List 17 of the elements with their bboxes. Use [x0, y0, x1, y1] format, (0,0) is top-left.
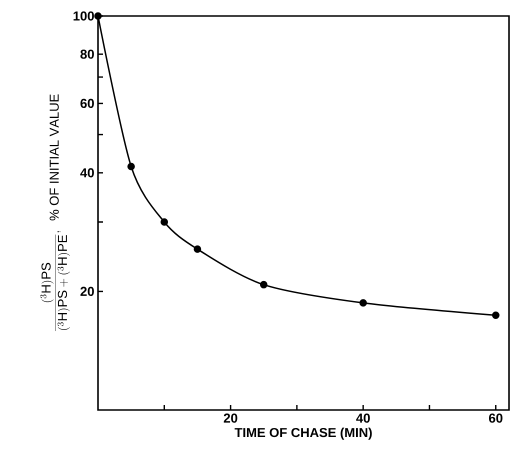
y-tick-label: 40 [80, 168, 94, 178]
x-axis-title: TIME OF CHASE (MIN) [234, 428, 372, 440]
point [160, 218, 168, 226]
point [94, 12, 102, 20]
y-tick-label: 60 [80, 98, 94, 108]
x-tick-label: 60 [488, 414, 502, 423]
point [194, 245, 202, 253]
y-axis-title: $\frac{(^{3}\mathsf{H})\mathsf{PS}}{(^{3}\mathsf{H})\mathsf{PS}+(^{3}\mathsf{H})\mathsf{PE}},\ \ \mathsf{\%\ OF\ INITIAL\ VALUE}$ [40, 94, 70, 332]
point [359, 299, 367, 307]
y-tick-label: 80 [80, 50, 94, 59]
point [260, 280, 268, 288]
point [127, 162, 135, 170]
point [492, 311, 500, 319]
y-tick-label: 20 [80, 286, 94, 296]
x-tick-label: 40 [356, 414, 370, 423]
y-tick-label: 100 [74, 11, 94, 21]
x-tick-label: 20 [224, 414, 238, 423]
